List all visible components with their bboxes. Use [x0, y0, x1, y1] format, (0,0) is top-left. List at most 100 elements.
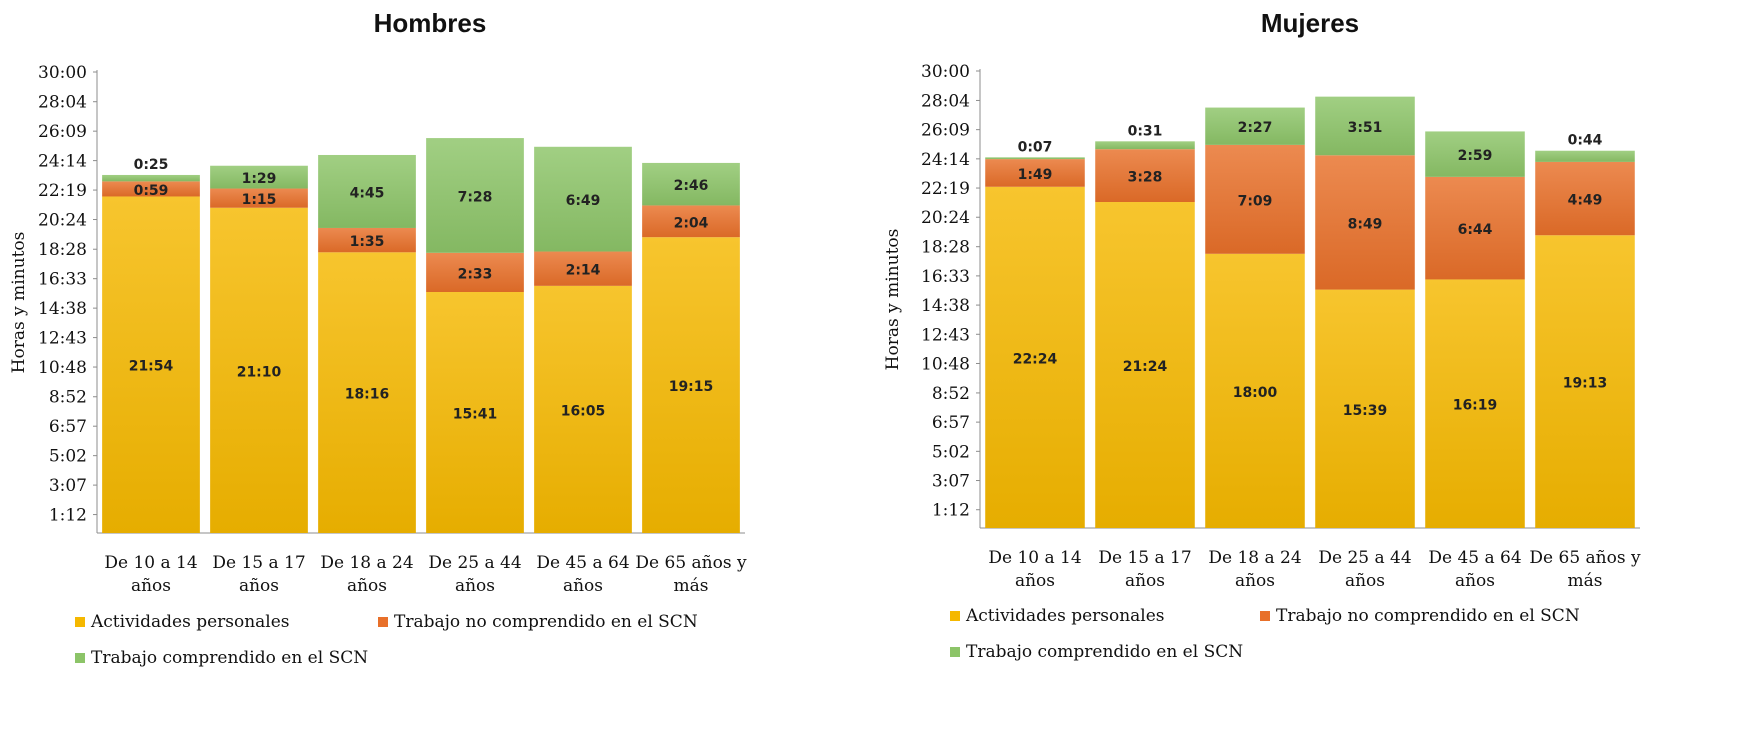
bar-segment — [1205, 107, 1305, 145]
x-tick-label: De 45 a 64 — [1428, 548, 1521, 568]
y-tick-label: 5:02 — [932, 442, 970, 462]
y-tick-label: 12:43 — [921, 325, 970, 345]
bar-segment — [102, 196, 200, 533]
y-axis-label: Horas y minutos — [883, 229, 903, 371]
data-label: 16:19 — [1453, 398, 1498, 414]
data-label: 21:10 — [237, 364, 282, 380]
x-tick-label: años — [239, 576, 279, 596]
bar-segment — [210, 207, 308, 533]
bar-segment — [534, 146, 632, 252]
bar-segment — [1315, 155, 1415, 290]
plot-area: 1:12 3:07 5:02 6:57 8:52 10:48 12:43 14:38 16:33… — [9, 63, 747, 596]
y-tick-label: 28:04 — [921, 91, 970, 111]
legend-item: Actividades personales — [950, 606, 1165, 626]
bar-segment — [642, 162, 740, 206]
legend-swatch — [950, 611, 960, 621]
legend-item: Trabajo no comprendido en el SCN — [1260, 606, 1580, 626]
x-tick-label: años — [1015, 571, 1055, 591]
x-tick-label: años — [1235, 571, 1275, 591]
x-tick-label: De 18 a 24 — [320, 553, 413, 573]
legend-item: Trabajo comprendido en el SCN — [75, 648, 368, 668]
bar-segment — [985, 157, 1085, 160]
y-tick-label: 6:57 — [49, 417, 87, 437]
data-label: 6:49 — [566, 193, 601, 209]
data-label: 2:14 — [566, 263, 601, 279]
data-label: 4:45 — [350, 185, 385, 201]
x-tick-label: De 25 a 44 — [428, 553, 521, 573]
bar-segment — [642, 205, 740, 238]
bar-segment — [102, 174, 200, 182]
x-tick-label: años — [1125, 571, 1165, 591]
x-tick-label: años — [131, 576, 171, 596]
data-label: 21:54 — [129, 359, 174, 375]
data-label: 2:59 — [1458, 148, 1493, 164]
x-tick-label: De 65 años y — [1529, 548, 1641, 568]
x-tick-label: De 65 años y — [635, 553, 747, 573]
bar-segment — [1535, 150, 1635, 162]
x-tick-label: De 18 a 24 — [1208, 548, 1301, 568]
legend-item: Actividades personales — [75, 612, 290, 632]
data-label: 3:51 — [1348, 120, 1383, 136]
data-label: 21:24 — [1123, 359, 1168, 375]
bar-segment — [1095, 202, 1195, 529]
legend-swatch — [75, 617, 85, 627]
data-label: 0:31 — [1128, 123, 1163, 139]
bar-segment — [1425, 131, 1525, 177]
x-tick-label: De 15 a 17 — [212, 553, 305, 573]
bar-segment — [642, 237, 740, 534]
y-tick-label: 8:52 — [49, 388, 87, 408]
data-label: 0:25 — [134, 157, 169, 173]
x-tick-label: años — [347, 576, 387, 596]
y-tick-label: 10:48 — [921, 354, 970, 374]
x-tick-label: años — [1345, 571, 1385, 591]
bar-segment — [1425, 176, 1525, 280]
y-tick-label: 24:14 — [921, 150, 970, 170]
data-label: 15:41 — [453, 406, 498, 422]
legend-label: Trabajo comprendido en el SCN — [966, 642, 1244, 662]
y-tick-label: 3:07 — [49, 476, 87, 496]
x-tick-label: más — [1568, 571, 1603, 591]
data-label: 1:49 — [1018, 167, 1053, 183]
y-tick-label: 30:00 — [38, 63, 87, 83]
y-tick-label: 26:09 — [921, 121, 970, 141]
x-tick-label: más — [674, 576, 709, 596]
data-label: 22:24 — [1013, 351, 1058, 367]
bar-segment — [534, 285, 632, 533]
x-tick-label: De 10 a 14 — [988, 548, 1081, 568]
x-tick-label: años — [1455, 571, 1495, 591]
y-tick-label: 18:28 — [921, 238, 970, 258]
y-tick-label: 1:12 — [49, 506, 87, 526]
bar-segment — [1315, 96, 1415, 156]
data-label: 1:35 — [350, 234, 385, 250]
y-tick-label: 3:07 — [932, 472, 970, 492]
data-label: 4:49 — [1568, 193, 1603, 209]
bar-segment — [1535, 161, 1635, 236]
data-label: 0:44 — [1568, 133, 1603, 149]
data-label: 7:28 — [458, 189, 493, 205]
legend-item: Trabajo no comprendido en el SCN — [378, 612, 698, 632]
bar-segment — [534, 251, 632, 286]
y-tick-label: 6:57 — [932, 413, 970, 433]
bar-segment — [210, 188, 308, 208]
x-tick-label: De 15 a 17 — [1098, 548, 1191, 568]
data-label: 2:33 — [458, 266, 493, 282]
data-label: 2:27 — [1238, 120, 1273, 136]
chart-panel-mujeres: Mujeres 1:12 3:07 5:02 6:57 8:52 10:48 12:43 14… — [880, 0, 1740, 744]
data-label: 0:07 — [1018, 139, 1053, 155]
y-tick-label: 24:14 — [38, 152, 87, 172]
y-tick-label: 14:38 — [921, 296, 970, 316]
y-tick-label: 30:00 — [921, 62, 970, 82]
bar-segment — [426, 252, 524, 292]
bar-segment — [1205, 253, 1305, 529]
x-tick-label: De 10 a 14 — [104, 553, 197, 573]
legend-label: Trabajo no comprendido en el SCN — [394, 612, 698, 632]
data-label: 16:05 — [561, 403, 606, 419]
chart-title: Mujeres — [1260, 8, 1360, 38]
stacked-bar-chart: 1:12 3:07 5:02 6:57 8:52 10:48 12:43 14:38 16:33… — [9, 63, 747, 596]
legend-swatch — [1260, 611, 1270, 621]
data-label: 19:15 — [669, 379, 714, 395]
y-tick-label: 28:04 — [38, 93, 87, 113]
data-label: 2:04 — [674, 215, 709, 231]
data-label: 0:59 — [134, 183, 169, 199]
y-tick-label: 20:24 — [38, 211, 87, 231]
